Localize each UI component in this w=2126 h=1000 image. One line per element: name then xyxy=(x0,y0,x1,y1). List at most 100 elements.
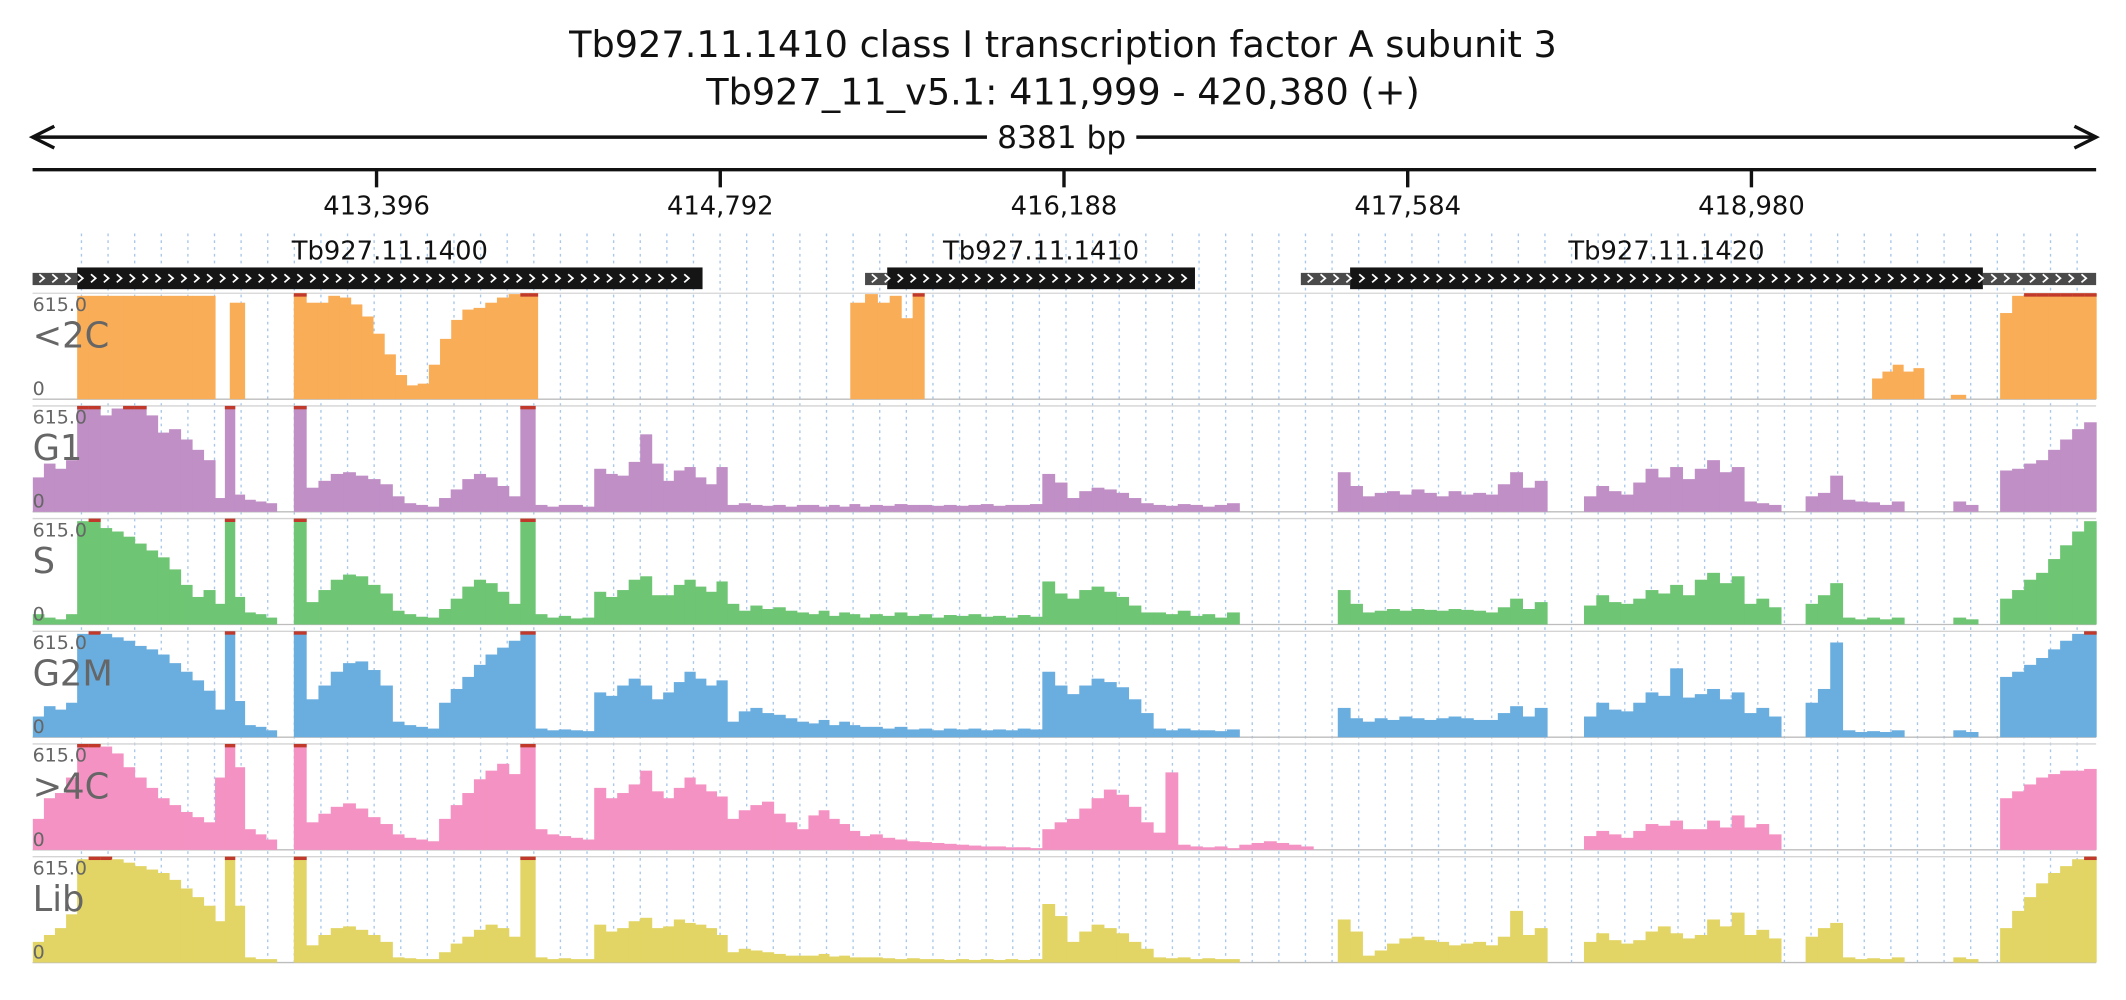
coverage-bar xyxy=(343,803,356,850)
coverage-bar xyxy=(192,295,205,400)
coverage-bar xyxy=(535,728,548,738)
coverage-bar xyxy=(859,617,871,625)
coverage-bar xyxy=(1153,832,1166,850)
coverage-track: 615.0 0 S xyxy=(33,517,2097,625)
coverage-bar xyxy=(157,295,170,400)
coverage-bar xyxy=(1214,959,1228,963)
coverage-bar xyxy=(328,295,341,400)
coverage-bar xyxy=(818,953,830,963)
coverage-bar xyxy=(417,383,430,400)
coverage-bar xyxy=(330,928,344,963)
coverage-bar xyxy=(1694,694,1708,738)
coverage-bar xyxy=(520,856,536,963)
coverage-bar xyxy=(906,615,920,625)
coverage-bar xyxy=(1596,933,1610,963)
track-name-label: <2C xyxy=(33,316,110,357)
coverage-bar xyxy=(404,725,417,738)
coverage-bar xyxy=(1965,959,1979,963)
coverage-bar xyxy=(367,817,381,850)
coverage-bar xyxy=(1867,731,1881,738)
clip-marker xyxy=(88,518,101,522)
coverage-bar xyxy=(906,958,920,963)
coverage-bar xyxy=(640,434,653,512)
coverage-bar xyxy=(859,506,871,512)
gene-cds xyxy=(1350,267,1983,290)
coverage-bar xyxy=(1017,847,1031,850)
clip-marker xyxy=(224,631,236,635)
coverage-bar xyxy=(912,293,925,400)
coverage-bar xyxy=(2036,883,2049,963)
coverage-bar xyxy=(462,309,475,400)
coverage-bar xyxy=(1387,491,1400,512)
coverage-bar xyxy=(146,415,159,512)
coverage-bar xyxy=(570,837,583,850)
coverage-bar xyxy=(450,943,463,963)
y-max-label: 615.0 xyxy=(33,407,87,429)
coverage-bar xyxy=(651,463,664,512)
coverage-bar xyxy=(508,936,521,963)
coverage-bar xyxy=(1214,617,1228,625)
coverage-bar xyxy=(640,770,653,850)
coverage-bar xyxy=(849,725,861,738)
coverage-bar xyxy=(1226,959,1240,963)
coverage-bar xyxy=(980,959,994,963)
coverage-bar xyxy=(1066,941,1080,963)
coverage-bar xyxy=(727,721,740,738)
span-arrow-right-icon xyxy=(2073,124,2100,150)
coverage-bar xyxy=(1288,844,1302,850)
coverage-bar xyxy=(673,919,686,963)
coverage-bar xyxy=(203,822,216,850)
coverage-bar xyxy=(628,461,641,512)
coverage-bar xyxy=(439,952,452,963)
coverage-bar xyxy=(111,531,124,625)
coverage-bar xyxy=(808,815,820,850)
coverage-bar xyxy=(1694,579,1708,625)
coverage-bar xyxy=(2036,460,2049,512)
coverage-bar xyxy=(906,841,920,850)
coverage-bar xyxy=(2072,770,2085,850)
coverage-bar xyxy=(318,813,332,850)
coverage-bar xyxy=(473,473,487,512)
coverage-bar xyxy=(134,866,147,963)
coverage-bar xyxy=(1620,943,1634,963)
coverage-bar xyxy=(1423,609,1437,625)
coverage-bar xyxy=(1190,846,1203,850)
span-label: 8381 bp xyxy=(997,120,1126,156)
coverage-bar xyxy=(1350,931,1363,963)
clip-marker xyxy=(293,405,307,410)
coverage-bar xyxy=(427,617,440,625)
coverage-bar xyxy=(1177,728,1191,738)
coverage-bar xyxy=(1214,846,1228,850)
coverage-bar xyxy=(839,955,850,963)
coverage-bar xyxy=(1091,678,1105,738)
coverage-bar xyxy=(808,955,820,963)
coverage-bar xyxy=(1362,612,1376,625)
coverage-bar xyxy=(1165,505,1179,512)
coverage-bar xyxy=(2048,873,2061,963)
coverage-bar xyxy=(1202,847,1216,850)
ruler-tick-label: 418,980 xyxy=(1698,192,1805,222)
coverage-bar xyxy=(535,614,548,625)
coverage-bar xyxy=(1756,503,1770,512)
coverage-bar xyxy=(1017,615,1031,625)
coverage-bar xyxy=(1805,496,1819,512)
coverage-bar xyxy=(1719,699,1733,738)
coverage-bar xyxy=(265,839,278,850)
coverage-bar xyxy=(1879,619,1893,625)
span-arrow-left-icon xyxy=(28,124,56,150)
coverage-bar xyxy=(546,834,560,850)
coverage-bar xyxy=(54,793,67,850)
coverage-bar xyxy=(1522,608,1536,625)
coverage-bar xyxy=(558,958,572,963)
coverage-bar xyxy=(993,959,1006,963)
coverage-bar xyxy=(1448,608,1462,625)
clip-marker xyxy=(88,405,101,410)
coverage-bar xyxy=(1165,958,1179,963)
coverage-bar xyxy=(1596,830,1610,850)
coverage-bar xyxy=(1903,371,1914,400)
coverage-bar xyxy=(32,818,45,850)
coverage-bar xyxy=(850,302,866,400)
coverage-bar xyxy=(1017,728,1031,738)
coverage-bar xyxy=(1657,695,1671,738)
coverage-bar xyxy=(306,302,318,400)
